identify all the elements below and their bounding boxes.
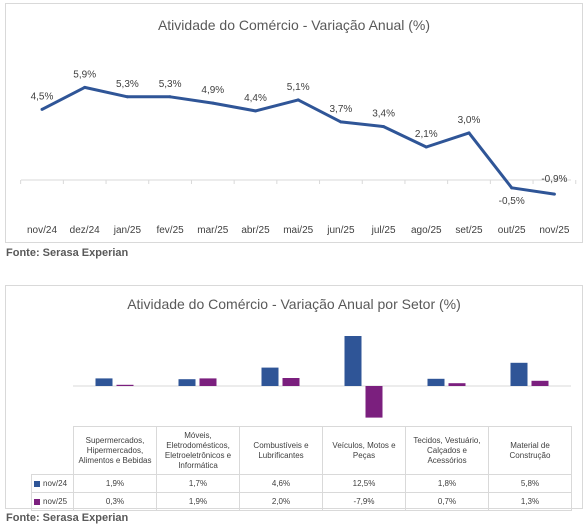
line-chart-title: Atividade do Comércio - Variação Anual (… [157, 17, 431, 33]
x-tick-label: dez/24 [70, 225, 100, 236]
bar-nov-24 [261, 367, 279, 386]
table-category-cell: Tecidos, Vestuário, Calçados e Acessório… [405, 426, 489, 475]
bar-nov-25 [531, 380, 549, 386]
table-value-cell: 2,0% [239, 492, 323, 511]
x-tick-label: jun/25 [326, 225, 355, 236]
data-point [83, 85, 87, 89]
table-value-cell: 0,7% [405, 492, 489, 511]
table-category-cell: Móveis, Eletrodomésticos, Eletroeletrôni… [156, 426, 240, 475]
data-label: 4,5% [31, 91, 54, 102]
data-label: 5,9% [73, 69, 96, 80]
table-corner [32, 427, 74, 475]
table-value-cell: 1,8% [405, 474, 489, 493]
data-point [339, 120, 343, 124]
data-label: 4,4% [244, 93, 267, 104]
data-label: -0,5% [499, 196, 525, 207]
data-point [552, 192, 556, 196]
x-tick-label: mai/25 [283, 225, 313, 236]
data-point [296, 98, 300, 102]
series-line [41, 85, 555, 196]
data-point [382, 125, 386, 129]
table-value-cell: 5,8% [488, 474, 572, 493]
data-label: 5,3% [116, 79, 139, 90]
bar-nov-25 [199, 378, 217, 386]
table-value-cell: 4,6% [239, 474, 323, 493]
x-tick-label: out/25 [498, 225, 526, 236]
bar-nov-25 [282, 378, 300, 386]
x-tick-label: set/25 [455, 225, 483, 236]
line-chart-panel: Atividade do Comércio - Variação Anual (… [5, 3, 583, 243]
x-tick-label: mar/25 [197, 225, 229, 236]
x-tick-label: abr/25 [241, 225, 270, 236]
legend-entry: nov/25 [31, 492, 74, 511]
table-category-cell: Veículos, Motos e Peças [322, 426, 406, 475]
data-point [125, 95, 129, 99]
data-point [211, 101, 215, 105]
table-value-cell: 0,3% [73, 492, 157, 511]
data-label: -0,9% [541, 174, 567, 185]
data-label: 3,7% [330, 104, 353, 115]
table-value-cell: 12,5% [322, 474, 406, 493]
data-point [254, 109, 257, 113]
bar-nov-25 [365, 386, 383, 418]
line-chart-plot: 4,5% 5,9% 5,3% 5,3% 4,9% 4,4% 5,1% 3,7% 3,4% 2,1%… [20, 69, 577, 236]
bar-chart-panel: Atividade do Comércio - Variação Anual p… [5, 285, 583, 511]
data-table: Supermercados, Hipermercados, Alimentos … [31, 426, 572, 511]
table-value-cell: 1,9% [73, 474, 157, 493]
bar-nov-24 [344, 336, 362, 386]
legend-key [34, 480, 40, 487]
legend-key [34, 498, 40, 505]
table-value-cell: -7,9% [322, 492, 406, 511]
data-label: 5,1% [287, 82, 310, 93]
legend-label: nov/25 [43, 497, 68, 506]
table-value-cell: 1,3% [488, 492, 572, 511]
bar-chart-title: Atividade do Comércio - Variação Anual p… [127, 296, 461, 312]
x-tick-label: fev/25 [156, 225, 184, 236]
data-point [467, 131, 471, 135]
data-point [424, 145, 428, 149]
legend-entry: nov/24 [31, 474, 74, 493]
data-label: 5,3% [159, 79, 182, 90]
table-category-cell: Material de Construção [488, 426, 572, 475]
bar-nov-25 [448, 383, 466, 386]
data-label: 3,0% [458, 115, 481, 126]
bar-nov-24 [427, 378, 445, 386]
table-value-cell: 1,7% [156, 474, 240, 493]
data-point [510, 186, 514, 190]
x-tick-label: jan/25 [113, 225, 142, 236]
source-note: Fonte: Serasa Experian [6, 512, 129, 524]
table-category-cell: Combustíveis e Lubrificantes [239, 426, 323, 475]
data-label: 2,1% [415, 129, 438, 140]
bar-chart-plot [73, 336, 571, 418]
source-note: Fonte: Serasa Experian [6, 247, 129, 259]
bar-nov-24 [95, 378, 113, 386]
bar-nov-25 [116, 384, 134, 386]
x-tick-label: jul/25 [371, 225, 396, 236]
x-tick-label: nov/24 [27, 225, 57, 236]
data-point [40, 107, 44, 111]
bar-nov-24 [510, 362, 528, 386]
legend-label: nov/24 [43, 479, 68, 488]
table-category-cell: Supermercados, Hipermercados, Alimentos … [73, 426, 157, 475]
data-label: 4,9% [201, 85, 224, 96]
bar-nov-24 [178, 379, 196, 386]
x-tick-label: nov/25 [539, 225, 569, 236]
table-value-cell: 1,9% [156, 492, 240, 511]
data-label: 3,4% [372, 109, 395, 120]
x-tick-label: ago/25 [411, 225, 442, 236]
data-point [168, 95, 172, 99]
